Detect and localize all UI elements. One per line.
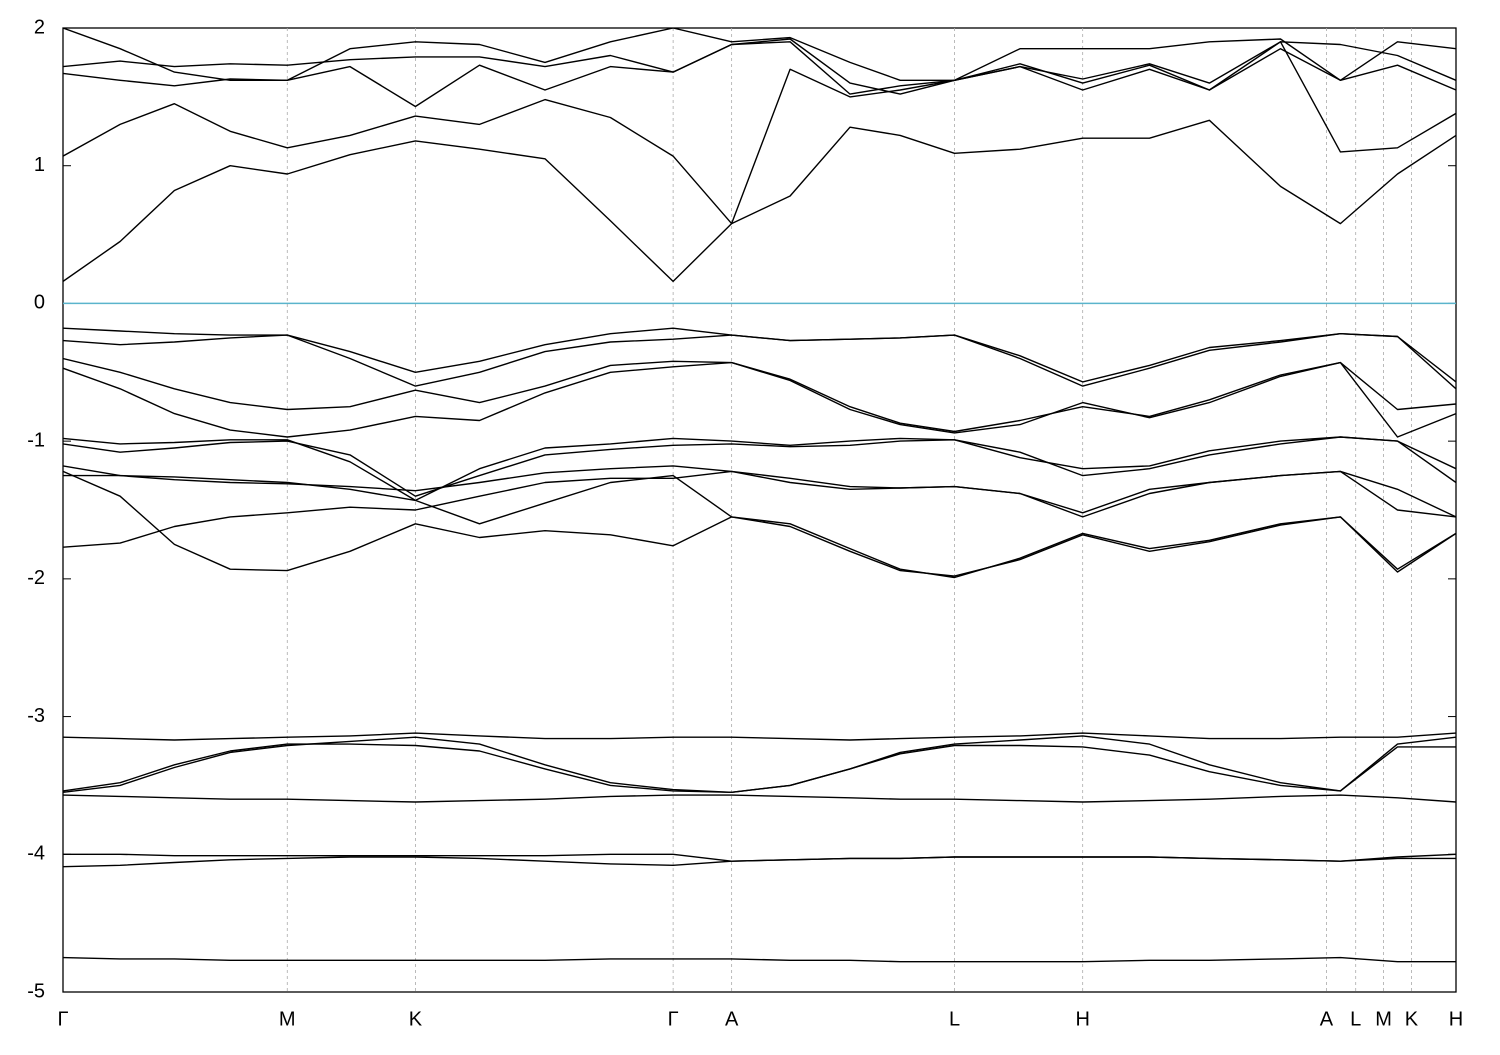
x-tick-label: H [1449, 1008, 1463, 1030]
y-tick-label: -2 [27, 567, 45, 589]
x-tick-label: L [949, 1008, 960, 1030]
band-line [63, 119, 1456, 283]
band-line [63, 474, 1456, 579]
x-tick-label: K [1405, 1008, 1419, 1030]
band-line [63, 856, 1456, 868]
y-tick-label: -4 [27, 843, 45, 865]
band-line [63, 436, 1456, 502]
band-line [63, 333, 1456, 390]
x-tick-label: Γ [57, 1008, 68, 1030]
x-tick-label: K [409, 1008, 423, 1030]
x-tick-label: M [279, 1008, 296, 1030]
band-line [63, 361, 1456, 438]
band-line [63, 794, 1456, 803]
y-tick-label: 2 [34, 16, 45, 38]
band-line [63, 732, 1456, 741]
y-tick-label: -1 [27, 429, 45, 451]
x-tick-label: M [1375, 1008, 1392, 1030]
band-line [63, 470, 1456, 548]
x-tick-label: A [725, 1008, 739, 1030]
plot-frame [62, 27, 1457, 993]
band-line [63, 357, 1456, 433]
plot-area [63, 28, 1456, 963]
band-line [63, 735, 1456, 793]
band-line [63, 28, 1456, 81]
band-line [63, 41, 1456, 108]
band-line [63, 465, 1456, 518]
y-tick-label: -5 [27, 980, 45, 1002]
x-tick-label: A [1320, 1008, 1334, 1030]
band-line [63, 743, 1456, 793]
x-tick-label: Γ [668, 1008, 679, 1030]
x-tick-label: L [1350, 1008, 1361, 1030]
band-line [63, 41, 1456, 225]
y-tick-label: -3 [27, 705, 45, 727]
x-tick-label: H [1075, 1008, 1089, 1030]
y-tick-label: 0 [34, 292, 45, 314]
band-line [63, 470, 1456, 577]
band-line [63, 956, 1456, 963]
band-line [63, 38, 1456, 95]
y-tick-label: 1 [34, 154, 45, 176]
band-line [63, 436, 1456, 497]
